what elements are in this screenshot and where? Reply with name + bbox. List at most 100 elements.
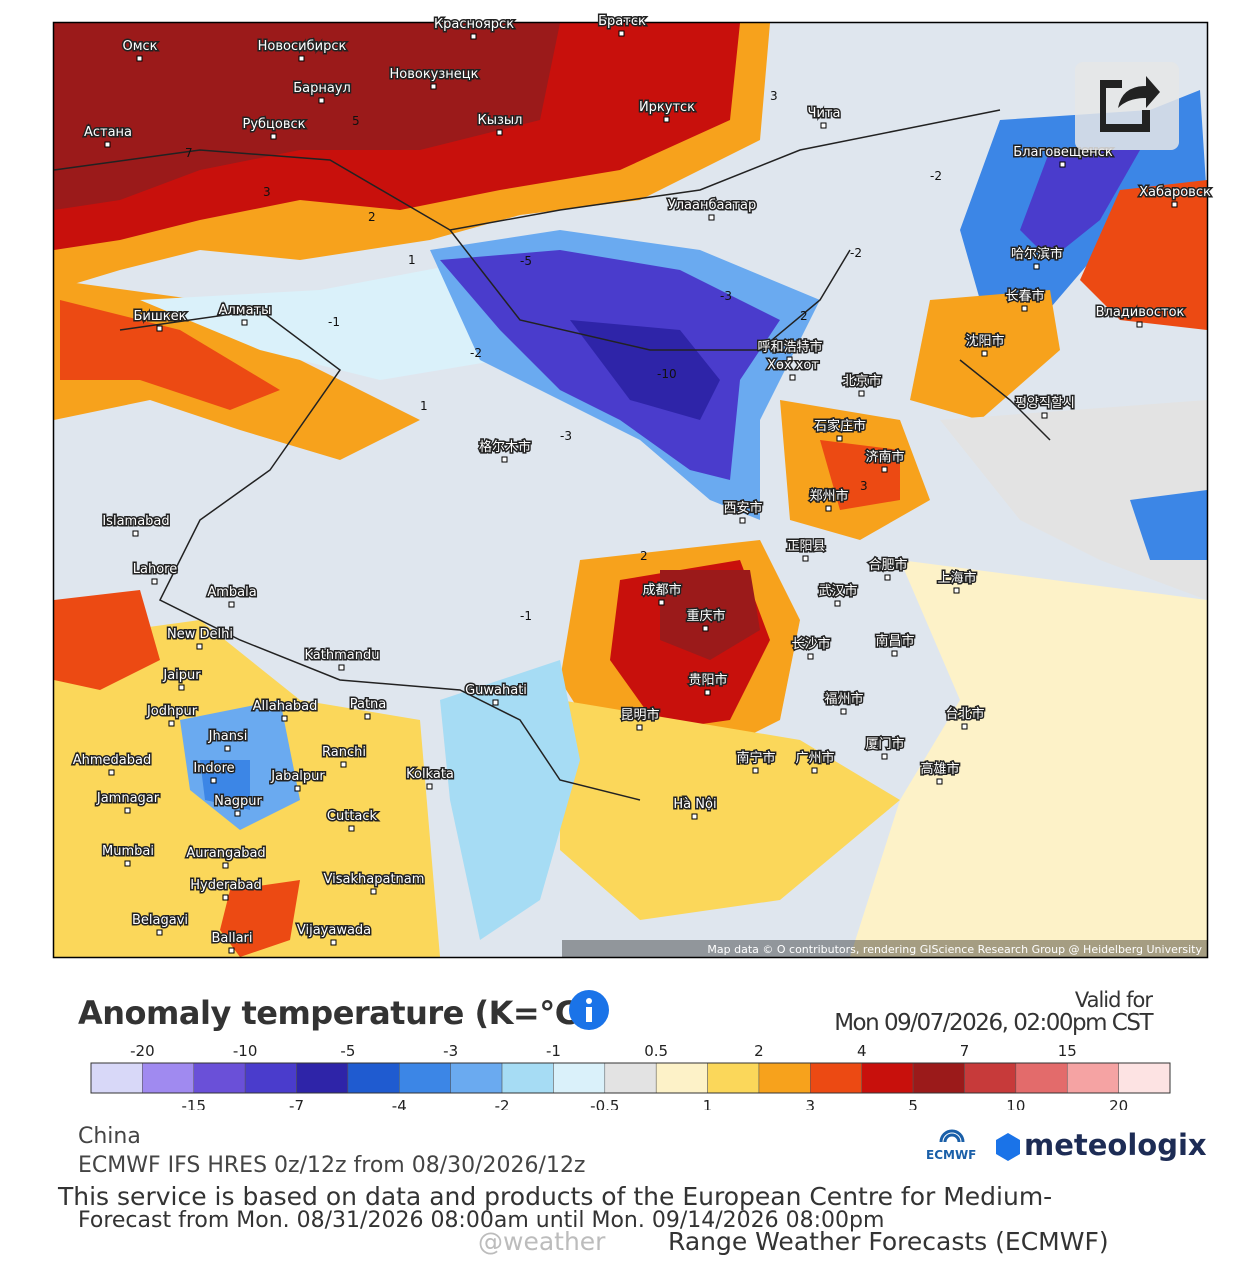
city-label: Иркутск xyxy=(639,100,695,115)
threshold-label: 3 xyxy=(806,1097,816,1110)
city-dot xyxy=(318,97,325,104)
share-button[interactable] xyxy=(1075,62,1179,150)
city-label: Aurangabad xyxy=(186,846,265,861)
city-dot xyxy=(156,325,163,332)
info-button[interactable] xyxy=(567,988,611,1032)
color-swatch xyxy=(758,1062,811,1094)
city-label: Барнаул xyxy=(293,81,351,96)
city-dot xyxy=(340,761,347,768)
city-dot xyxy=(132,530,139,537)
color-swatch xyxy=(90,1062,143,1094)
share-button-bg[interactable] xyxy=(1075,62,1179,150)
city-label: 高雄市 xyxy=(920,761,959,777)
city-label: 郑州市 xyxy=(809,488,848,504)
threshold-label: 10 xyxy=(1006,1097,1025,1110)
city-dot xyxy=(1041,412,1048,419)
city-label: Jamnagar xyxy=(96,791,160,806)
city-dot xyxy=(470,33,477,40)
city-label: Астана xyxy=(84,125,132,140)
city-label: Новокузнецк xyxy=(389,67,478,82)
city-dot xyxy=(228,947,235,954)
ecmwf-mark xyxy=(939,1129,965,1143)
city-label: Хабаровск xyxy=(1139,185,1211,200)
threshold-label: 2 xyxy=(754,1042,764,1060)
color-swatch xyxy=(810,1062,862,1094)
city-label: 呼和浩特市 xyxy=(757,339,822,355)
threshold-label: -7 xyxy=(289,1097,304,1110)
city-dot xyxy=(224,745,231,752)
color-swatch xyxy=(501,1062,554,1094)
city-dot xyxy=(739,517,746,524)
contour-label: 2 xyxy=(368,210,376,224)
city-label: Visakhapatnam xyxy=(324,872,425,887)
share-arrow[interactable] xyxy=(1118,76,1160,108)
city-label: Lahore xyxy=(133,562,177,577)
city-label: 厦门市 xyxy=(865,736,904,752)
color-swatch xyxy=(450,1062,503,1094)
city-label: 广州市 xyxy=(795,750,834,766)
contour-label: 3 xyxy=(770,89,778,103)
contour-label: 3 xyxy=(263,185,271,199)
threshold-label: 15 xyxy=(1058,1042,1077,1060)
contour-label: 5 xyxy=(352,114,360,128)
color-swatch xyxy=(347,1062,400,1094)
city-dot xyxy=(858,390,865,397)
city-dot xyxy=(156,929,163,936)
city-label: Ranchi xyxy=(322,745,366,760)
contour-label: -2 xyxy=(470,346,482,360)
city-dot xyxy=(496,129,503,136)
city-dot xyxy=(881,753,888,760)
city-dot xyxy=(1136,321,1143,328)
city-dot xyxy=(136,55,143,62)
city-dot xyxy=(104,141,111,148)
contour-label: -1 xyxy=(520,609,532,623)
city-dot xyxy=(364,713,371,720)
scale-frame xyxy=(90,1062,1171,1094)
threshold-label: 0.5 xyxy=(644,1042,668,1060)
ecmwf-logo: ECMWF xyxy=(926,1148,977,1162)
city-dot xyxy=(108,769,115,776)
city-label: Бишкек xyxy=(134,309,187,324)
attribution-bg xyxy=(562,940,1207,957)
city-label: Ahmedabad xyxy=(73,753,151,768)
contour-label: 1 xyxy=(408,253,416,267)
city-label: 台北市 xyxy=(945,706,984,722)
city-dot xyxy=(430,83,437,90)
meteologix-logo: meteologix xyxy=(1024,1128,1207,1162)
city-dot xyxy=(704,689,711,696)
city-dot xyxy=(1171,201,1178,208)
city-dot xyxy=(708,214,715,221)
city-dot xyxy=(168,720,175,727)
city-dot xyxy=(1033,263,1040,270)
city-dot xyxy=(348,825,355,832)
city-label: Ballari xyxy=(211,931,252,946)
city-label: 北京市 xyxy=(842,373,881,389)
contour-label: -5 xyxy=(520,254,532,268)
city-label: 南宁市 xyxy=(736,750,775,766)
city-label: 福州市 xyxy=(824,691,863,707)
city-dot xyxy=(663,116,670,123)
threshold-label: -1 xyxy=(546,1042,561,1060)
color-swatch xyxy=(193,1062,246,1094)
city-label: 重庆市 xyxy=(686,608,725,624)
city-dot xyxy=(281,715,288,722)
city-dot xyxy=(178,684,185,691)
city-dot xyxy=(228,601,235,608)
city-label: 沈阳市 xyxy=(965,333,1004,349)
city-label: Vijayawada xyxy=(297,923,371,938)
contour-label: 1 xyxy=(420,399,428,413)
threshold-label: 4 xyxy=(857,1042,867,1060)
city-label: Hà Nội xyxy=(673,797,716,812)
city-label: 昆明市 xyxy=(620,707,659,723)
model: ECMWF IFS HRES 0z/12z from 08/30/2026/12… xyxy=(78,1153,586,1178)
city-label: Хөх хот xyxy=(767,358,819,373)
city-dot xyxy=(426,783,433,790)
color-scale: -20 -15 -10 -7 -5 -4 -3 -2 -1 -0.5 0.5 1 2 3 4 5 7 10 15 20 xyxy=(90,1042,1171,1110)
contour-label: -10 xyxy=(657,367,677,381)
share-icon[interactable] xyxy=(1100,80,1150,132)
contour-label: -3 xyxy=(560,429,572,443)
service-note: This service is based on data and produc… xyxy=(58,1182,1053,1211)
city-label: 正阳县 xyxy=(786,539,825,554)
city-label: Guwahati xyxy=(465,683,527,698)
city-dot xyxy=(294,785,301,792)
